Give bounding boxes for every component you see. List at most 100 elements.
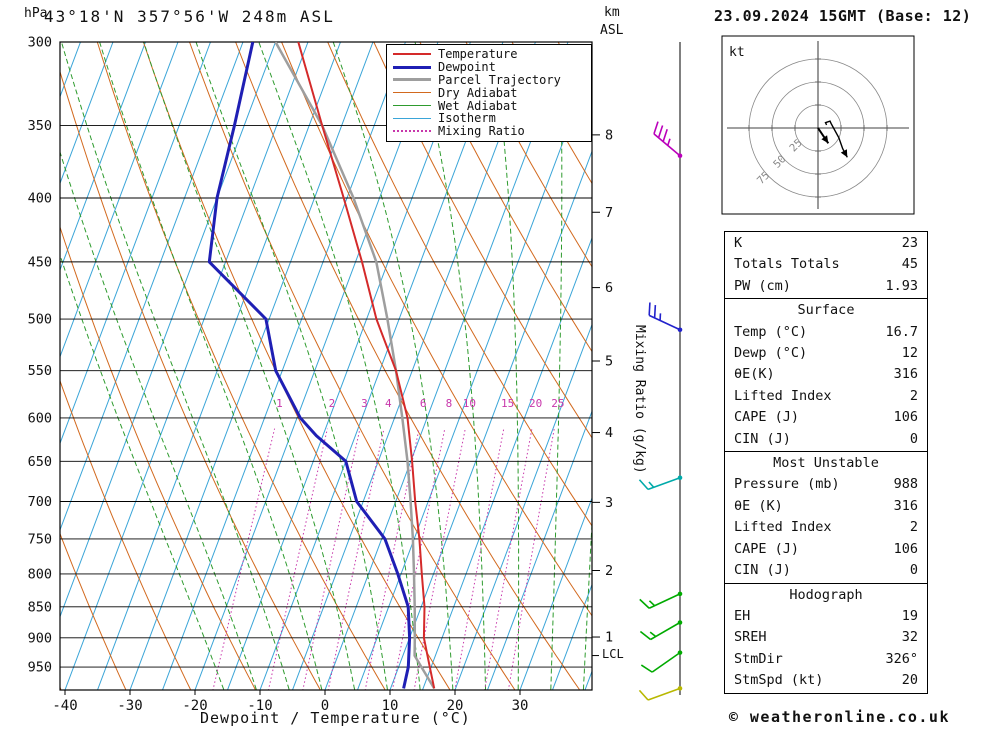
mixing-ratio-value-label: 15 xyxy=(501,397,514,410)
km-tick-label: 3 xyxy=(605,495,613,511)
legend-item-parcel: Parcel Trajectory xyxy=(393,73,591,87)
table-row: Totals Totals 45 xyxy=(734,256,918,273)
pressure-tick-label: 700 xyxy=(28,494,52,510)
km-axis-label: km xyxy=(604,5,620,20)
stats-section-most-unstable: Most Unstable Pressure (mb) 988 θE (K) 316… xyxy=(725,451,927,582)
profiles xyxy=(207,42,436,690)
isotherm-line-sample xyxy=(393,117,431,119)
dewpoint-line-sample xyxy=(393,65,431,69)
parcel-line-sample xyxy=(393,78,431,82)
mixing-ratio-value-label: 10 xyxy=(463,397,476,410)
wet-adiabat-line-sample xyxy=(393,105,431,107)
km-axis: 1 2 3 4 5 6 7 8 Mixing Ratio (g/kg) xyxy=(592,127,647,657)
hodograph-unit-label: kt xyxy=(729,45,745,60)
pressure-tick-label: 550 xyxy=(28,363,52,379)
pressure-tick-label: 650 xyxy=(28,454,52,470)
page-title: 43°18'N 357°56'W 248m ASL xyxy=(44,7,335,26)
pressure-grid: 300 350 400 450 500 550 600 650 700 750 800 850 900 9… xyxy=(28,35,592,676)
table-row: Dewp (°C) 12 xyxy=(734,345,918,362)
km-tick-label: 5 xyxy=(605,353,613,369)
parcel-trajectory-line xyxy=(274,42,436,690)
mixing-ratio-value-label: 2 xyxy=(329,397,336,410)
km-tick-label: 8 xyxy=(605,127,613,143)
km-tick-label: 4 xyxy=(605,425,613,441)
pressure-tick-label: 900 xyxy=(28,630,52,646)
mixing-ratio-value-label: 20 xyxy=(529,397,542,410)
table-row: CIN (J) 0 xyxy=(734,562,918,579)
legend: Temperature Dewpoint Parcel Trajectory D… xyxy=(386,44,592,142)
table-row: θE (K) 316 xyxy=(734,497,918,514)
pressure-axis-unit: hPa xyxy=(24,6,48,21)
table-row: EH 19 xyxy=(734,607,918,624)
legend-item-isotherm: Isotherm xyxy=(393,111,591,125)
mixing-ratio-value-label: 6 xyxy=(420,397,427,410)
legend-item-mixing-ratio: Mixing Ratio xyxy=(393,124,591,138)
plot-border xyxy=(59,41,593,691)
table-row: StmDir 326° xyxy=(734,650,918,667)
pressure-tick-label: 400 xyxy=(28,191,52,207)
km-tick-label: 6 xyxy=(605,280,613,296)
table-row: PW (cm) 1.93 xyxy=(734,277,918,294)
x-axis-title: Dewpoint / Temperature (°C) xyxy=(200,709,471,727)
km-tick-label: 2 xyxy=(605,563,613,579)
dry-adiabat-line-sample xyxy=(393,92,431,94)
wind-barb-column xyxy=(638,42,683,701)
copyright: © weatheronline.co.uk xyxy=(728,708,950,726)
table-row: Lifted Index 2 xyxy=(734,519,918,536)
temp-tick-label: -20 xyxy=(182,698,207,714)
pressure-tick-label: 850 xyxy=(28,599,52,615)
legend-item-temperature: Temperature xyxy=(393,47,591,61)
km-tick-label: 1 xyxy=(605,630,613,646)
table-row: Lifted Index 2 xyxy=(734,387,918,404)
table-row: StmSpd (kt) 20 xyxy=(734,672,918,689)
mixing-ratio-value-label: 1 xyxy=(276,397,283,410)
datetime-title: 23.09.2024 15GMT (Base: 12) xyxy=(714,7,972,25)
temp-tick-label: 20 xyxy=(447,698,464,714)
asl-axis-label: ASL xyxy=(600,23,624,38)
mixing-ratio-value-label: 8 xyxy=(446,397,453,410)
mixing-ratio-value-label: 4 xyxy=(385,397,392,410)
temperature-line-sample xyxy=(393,53,431,56)
pressure-tick-label: 450 xyxy=(28,254,52,270)
stats-section-hodograph: Hodograph EH 19 SREH 32 StmDir 326° StmSpd … xyxy=(725,582,927,693)
mixing-ratio-labels: 1 2 3 4 6 8 10 15 20 25 xyxy=(276,397,564,410)
mixing-ratio-value-label: 3 xyxy=(361,397,368,410)
table-row: CAPE (J) 106 xyxy=(734,409,918,426)
table-row: SREH 32 xyxy=(734,629,918,646)
temp-tick-label: 10 xyxy=(382,698,399,714)
temp-tick-label: -40 xyxy=(52,698,77,714)
table-row: K 23 xyxy=(734,235,918,251)
pressure-tick-label: 750 xyxy=(28,531,52,547)
lcl-marker-label: LCL xyxy=(602,647,624,661)
table-row: Pressure (mb) 988 xyxy=(734,476,918,493)
mixing-ratio-axis-title: Mixing Ratio (g/kg) xyxy=(632,325,647,474)
pressure-tick-label: 600 xyxy=(28,410,52,426)
stats-section-surface: Surface Temp (°C) 16.7 Dewp (°C) 12 θE(K) 3… xyxy=(725,298,927,451)
table-row: θE(K) 316 xyxy=(734,366,918,383)
temperature-line xyxy=(297,42,436,689)
section-title: Most Unstable xyxy=(773,455,879,472)
km-tick-label: 7 xyxy=(605,205,613,221)
table-row: Temp (°C) 16.7 xyxy=(734,323,918,340)
temp-tick-label: 0 xyxy=(321,698,329,714)
table-row: CIN (J) 0 xyxy=(734,430,918,447)
pressure-tick-label: 500 xyxy=(28,312,52,328)
section-title: Surface xyxy=(797,302,855,319)
section-title: Hodograph xyxy=(789,586,863,603)
table-row: CAPE (J) 106 xyxy=(734,540,918,557)
stats-section-indices: K 23 Totals Totals 45 PW (cm) 1.93 xyxy=(725,232,927,298)
pressure-tick-label: 350 xyxy=(28,118,52,134)
stats-table: K 23 Totals Totals 45 PW (cm) 1.93 Surface … xyxy=(724,231,928,694)
dewpoint-line xyxy=(207,42,412,689)
legend-item-dewpoint: Dewpoint xyxy=(393,60,591,74)
pressure-tick-label: 300 xyxy=(28,35,52,51)
pressure-tick-label: 800 xyxy=(28,566,52,582)
temperature-axis: -40 -30 -20 -10 0 10 20 30 xyxy=(52,690,528,714)
temp-tick-label: -30 xyxy=(117,698,142,714)
hodograph-wind-trace xyxy=(824,120,848,158)
mixing-ratio-line-sample xyxy=(393,130,431,133)
mixing-ratio-value-label: 25 xyxy=(551,397,564,410)
